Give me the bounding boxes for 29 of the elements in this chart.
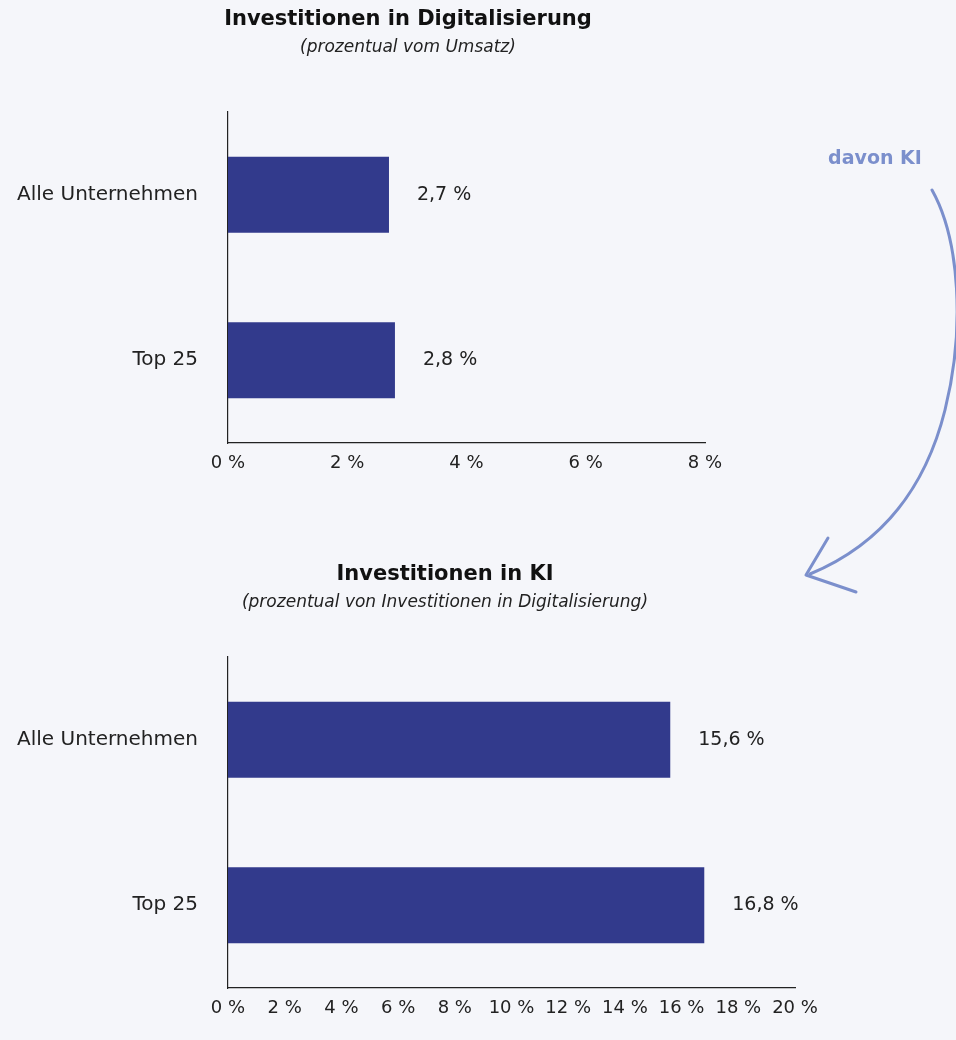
x-tick-label: 18 % (715, 996, 762, 1018)
x-tick-label: 20 % (772, 996, 818, 1018)
x-tick-label: 6 % (568, 451, 603, 473)
x-tick-label: 8 % (437, 996, 472, 1018)
x-tick-label: 4 % (324, 996, 359, 1018)
data-label: 2,8 % (422, 347, 478, 370)
data-label: 15,6 % (698, 726, 765, 749)
chart-subtitle: (prozentual vom Umsatz) (299, 36, 517, 56)
y-tick-label: Top 25 (131, 891, 198, 916)
x-tick-label: 0 % (210, 996, 246, 1018)
x-tick-label: 2 % (267, 996, 302, 1018)
x-tick-label: 4 % (449, 451, 484, 473)
data-label: 2,7 % (416, 181, 472, 204)
x-tick-label: 10 % (488, 996, 535, 1018)
x-tick-label: 14 % (602, 996, 648, 1018)
y-tick-label: Alle Unternehmen (17, 725, 198, 750)
x-tick-label: 12 % (545, 996, 592, 1018)
data-label: 16,8 % (732, 892, 799, 915)
text: davon KI (827, 146, 923, 168)
y-tick-label: Top 25 (131, 346, 198, 371)
x-tick-label: 16 % (658, 996, 705, 1018)
x-tick-label: 6 % (380, 996, 416, 1018)
y-tick-label: Alle Unternehmen (17, 180, 198, 205)
chart-title: Investitionen in Digitalisierung (223, 6, 593, 30)
chart-subtitle: (prozentual von Investitionen in Digitalisierung) (240, 591, 650, 611)
x-tick-label: 0 % (210, 451, 246, 473)
chart-title: Investitionen in KI (335, 561, 555, 585)
x-tick-label: 2 % (330, 451, 365, 473)
x-tick-label: 8 % (687, 451, 723, 473)
